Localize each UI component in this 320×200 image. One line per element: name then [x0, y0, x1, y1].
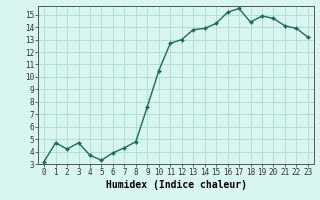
X-axis label: Humidex (Indice chaleur): Humidex (Indice chaleur)	[106, 180, 246, 190]
